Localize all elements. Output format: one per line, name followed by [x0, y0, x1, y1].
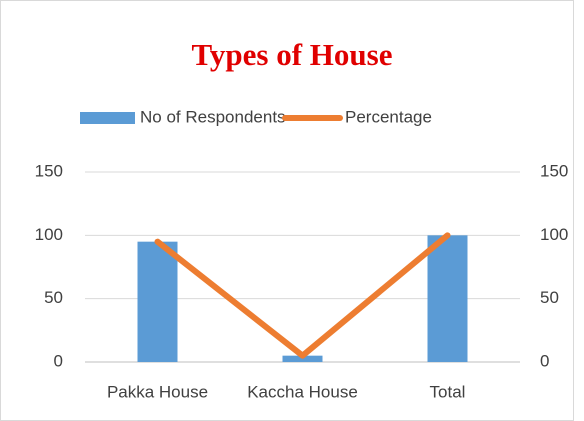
line — [154, 232, 451, 359]
bar — [282, 355, 323, 362]
x-tick-label: Kaccha House — [247, 382, 358, 401]
x-tick-label: Pakka House — [107, 382, 208, 401]
y-tick-label: 0 — [54, 351, 63, 370]
y-tick-label: 150 — [35, 161, 63, 180]
bar — [137, 241, 178, 362]
legend-label: Percentage — [345, 107, 432, 126]
y-tick-label: 100 — [35, 225, 63, 244]
bar — [427, 235, 468, 362]
chart-title: Types of House — [192, 37, 393, 72]
y2-tick-label: 50 — [540, 288, 559, 307]
legend-swatch — [80, 112, 135, 124]
y2-tick-label: 150 — [540, 161, 568, 180]
y-tick-label: 50 — [44, 288, 63, 307]
x-tick-label: Total — [430, 382, 466, 401]
y2-tick-label: 100 — [540, 225, 568, 244]
y2-tick-label: 0 — [540, 351, 549, 370]
legend-label: No of Respondents — [140, 107, 286, 126]
